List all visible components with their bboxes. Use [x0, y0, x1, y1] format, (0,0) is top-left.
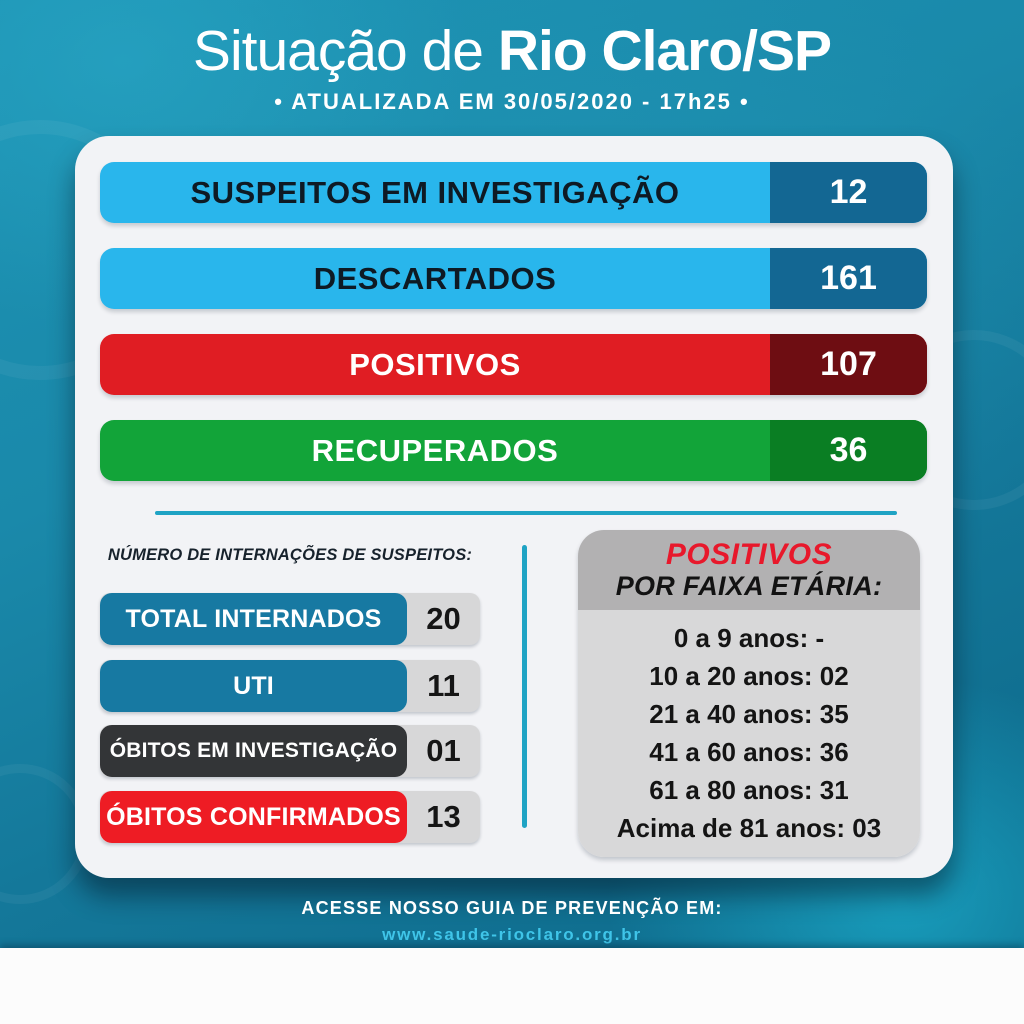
deaths-investigation-label: ÓBITOS EM INVESTIGAÇÃO	[100, 725, 407, 777]
age-row-10-20: 10 a 20 anos: 02	[649, 661, 849, 691]
page-title-regular: Situação de	[192, 19, 498, 83]
hospitalizations-heading: NÚMERO DE INTERNAÇÕES DE SUSPEITOS:	[107, 546, 473, 564]
icu-row: UTI 11	[100, 660, 480, 712]
age-groups-card: POSITIVOS POR FAIXA ETÁRIA: 0 a 9 anos: …	[578, 530, 920, 857]
age-row-61-80: 61 a 80 anos: 31	[649, 775, 849, 805]
discarded-bar: DESCARTADOS 161	[100, 248, 927, 309]
recovered-value: 36	[770, 420, 927, 481]
deaths-confirmed-value: 13	[426, 799, 461, 834]
positives-bar: POSITIVOS 107	[100, 334, 927, 395]
deaths-investigation-value: 01	[426, 733, 461, 768]
health-website-url: www.saude-rioclaro.org.br	[382, 925, 642, 944]
recovered-bar: RECUPERADOS 36	[100, 420, 927, 481]
total-hospitalized-value: 20	[426, 601, 461, 636]
page-title: Situação de Rio Claro/SP	[0, 18, 1024, 84]
deaths-investigation-row: ÓBITOS EM INVESTIGAÇÃO 01	[100, 725, 480, 777]
recovered-label: RECUPERADOS	[311, 432, 559, 468]
suspects-value: 12	[770, 162, 927, 223]
icu-label: UTI	[100, 660, 407, 712]
discarded-label: DESCARTADOS	[313, 260, 557, 296]
vertical-divider	[522, 545, 527, 828]
deaths-confirmed-row: ÓBITOS CONFIRMADOS 13	[100, 791, 480, 843]
total-hospitalized-label: TOTAL INTERNADOS	[100, 593, 407, 645]
horizontal-divider	[155, 511, 897, 515]
positives-label: POSITIVOS	[349, 346, 521, 382]
page-title-bold: Rio Claro/SP	[497, 19, 832, 83]
discarded-value: 161	[770, 248, 927, 309]
age-row-21-40: 21 a 40 anos: 35	[649, 699, 849, 729]
suspects-label: SUSPEITOS EM INVESTIGAÇÃO	[190, 174, 680, 210]
age-row-41-60: 41 a 60 anos: 36	[649, 737, 849, 767]
age-groups-body: 0 a 9 anos: - 10 a 20 anos: 02 21 a 40 a…	[578, 610, 920, 857]
age-groups-title-faixa: POR FAIXA ETÁRIA:	[615, 571, 883, 601]
total-hospitalized-row: TOTAL INTERNADOS 20	[100, 593, 480, 645]
age-row-81-plus: Acima de 81 anos: 03	[616, 813, 882, 843]
positives-value: 107	[770, 334, 927, 395]
age-row-0-9: 0 a 9 anos: -	[673, 623, 825, 653]
age-groups-title-positivos: POSITIVOS	[665, 538, 833, 571]
prevention-guide-cta: ACESSE NOSSO GUIA DE PREVENÇÃO EM:	[301, 898, 723, 918]
updated-at-subtitle: • ATUALIZADA EM 30/05/2020 - 17h25 •	[274, 89, 750, 114]
deaths-confirmed-label: ÓBITOS CONFIRMADOS	[100, 791, 407, 843]
icu-value: 11	[427, 668, 460, 703]
suspects-bar: SUSPEITOS EM INVESTIGAÇÃO 12	[100, 162, 927, 223]
age-groups-header: POSITIVOS POR FAIXA ETÁRIA:	[578, 530, 920, 610]
stats-card: SUSPEITOS EM INVESTIGAÇÃO 12 DESCARTADOS…	[75, 136, 953, 878]
logo-strip: Vigilância Epidemiologica SUS Fundação/S…	[0, 948, 1024, 1024]
